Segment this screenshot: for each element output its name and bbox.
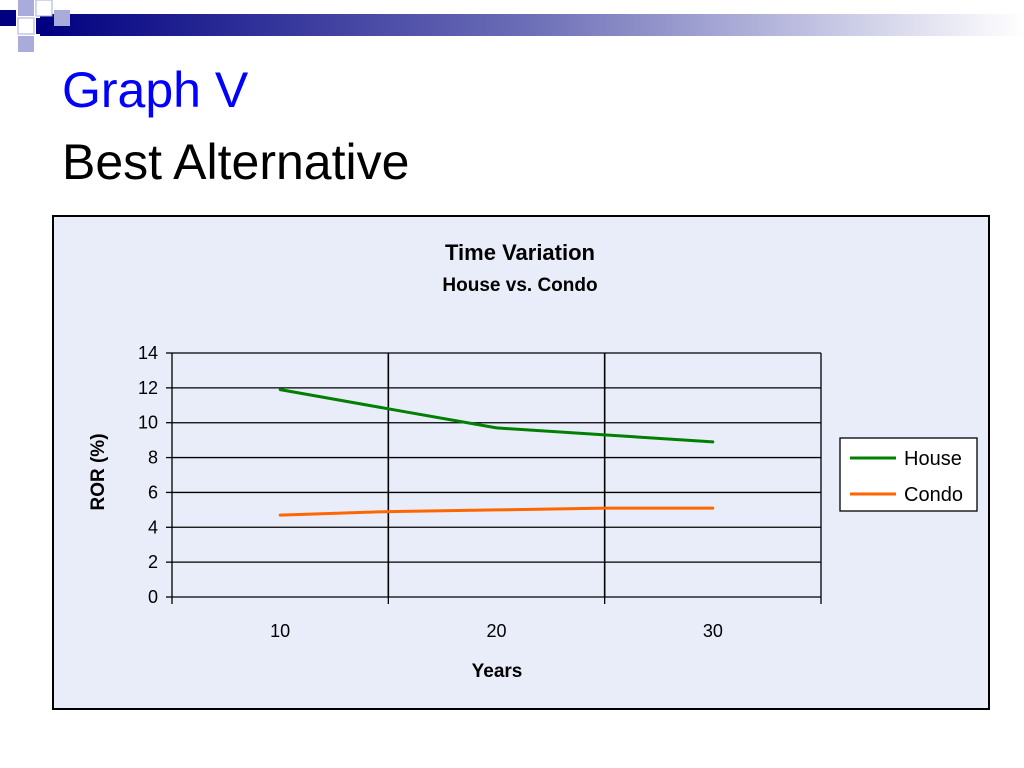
y-tick-label: 8	[148, 448, 158, 468]
y-tick-label: 14	[138, 343, 158, 363]
legend-label-condo: Condo	[904, 484, 963, 506]
y-tick-label: 10	[138, 413, 158, 433]
chart-title: Time Variation	[445, 240, 595, 265]
slide-title: Graph V	[62, 62, 249, 118]
y-tick-label: 4	[148, 517, 158, 537]
y-tick-label: 6	[148, 482, 158, 502]
x-axis-label: Years	[472, 661, 523, 682]
series-line-house	[278, 388, 715, 444]
y-axis-label: ROR (%)	[88, 433, 109, 510]
chart-area: Time Variation House vs. Condo 0 2 4 6 8 10 12…	[52, 215, 990, 710]
series-line-condo	[278, 506, 715, 517]
x-tick-label: 20	[486, 621, 506, 641]
legend-box	[839, 437, 978, 512]
line-chart: Time Variation House vs. Condo 0 2 4 6 8 10 12…	[88, 240, 978, 682]
y-tick-label: 2	[148, 552, 158, 572]
header-decoration	[0, 0, 1024, 52]
chart-subtitle: House vs. Condo	[442, 275, 597, 296]
y-tick-label: 12	[138, 378, 158, 398]
slide-subtitle: Best Alternative	[62, 134, 410, 190]
x-tick-label: 10	[270, 621, 290, 641]
legend-label-house: House	[904, 448, 962, 470]
legend: House Condo	[839, 437, 978, 512]
y-tick-label: 0	[148, 587, 158, 607]
x-tick-label: 30	[703, 621, 723, 641]
